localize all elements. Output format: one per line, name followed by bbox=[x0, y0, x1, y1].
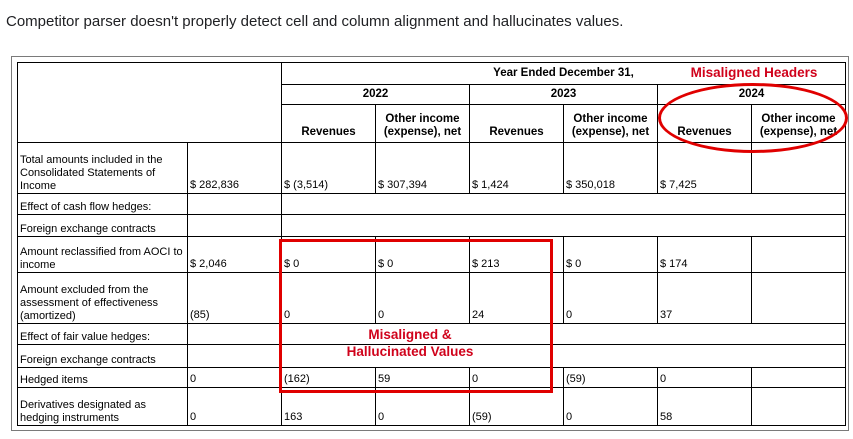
table-cell bbox=[751, 142, 846, 194]
table-cell: $ 307,394 bbox=[375, 142, 470, 194]
row-total-cell: (85) bbox=[187, 272, 282, 324]
column-header: Other income (expense), net bbox=[375, 104, 470, 143]
column-header: Revenues bbox=[657, 104, 752, 143]
table-cell: 0 bbox=[657, 367, 752, 388]
column-header: Other income (expense), net bbox=[563, 104, 658, 143]
table-cell: $ 7,425 bbox=[657, 142, 752, 194]
column-header: Revenues bbox=[281, 104, 376, 143]
table-cell: (59) bbox=[469, 387, 564, 426]
table-cell: 58 bbox=[657, 387, 752, 426]
table-cell: 0 bbox=[563, 387, 658, 426]
year-header-2023: 2023 bbox=[469, 84, 658, 105]
table-cell: $ 174 bbox=[657, 236, 752, 273]
section-span-cell bbox=[281, 214, 846, 237]
row-total-cell: $ 2,046 bbox=[187, 236, 282, 273]
table-cell: $ 0 bbox=[281, 236, 376, 273]
section-span-cell bbox=[281, 344, 846, 368]
header-corner-cell bbox=[17, 62, 282, 143]
section-span-cell bbox=[281, 193, 846, 215]
table-frame bbox=[11, 56, 849, 431]
table-cell: $ 213 bbox=[469, 236, 564, 273]
table-cell: $ 350,018 bbox=[563, 142, 658, 194]
table-cell: $ 0 bbox=[563, 236, 658, 273]
row-label: Amount excluded from the assessment of e… bbox=[17, 272, 188, 324]
row-total-cell bbox=[187, 344, 282, 368]
row-label: Amount reclassified from AOCI to income bbox=[17, 236, 188, 273]
table-cell: 0 bbox=[469, 367, 564, 388]
period-header: Year Ended December 31, bbox=[281, 62, 846, 85]
year-header-2024: 2024 bbox=[657, 84, 846, 105]
misaligned-values-label-line1: Misaligned & bbox=[368, 327, 452, 342]
row-label: Total amounts included in the Consolidat… bbox=[17, 142, 188, 194]
misaligned-headers-label: Misaligned Headers bbox=[690, 65, 818, 80]
table-cell: 163 bbox=[281, 387, 376, 426]
row-label: Effect of cash flow hedges: bbox=[17, 193, 188, 215]
table-cell: 0 bbox=[563, 272, 658, 324]
table-cell: 0 bbox=[375, 272, 470, 324]
row-total-cell: 0 bbox=[187, 387, 282, 426]
row-label: Foreign exchange contracts bbox=[17, 344, 188, 368]
row-total-cell bbox=[187, 323, 282, 345]
table-cell: 24 bbox=[469, 272, 564, 324]
table-cell: (162) bbox=[281, 367, 376, 388]
table-cell bbox=[751, 367, 846, 388]
table-cell bbox=[751, 387, 846, 426]
table-cell: $ 0 bbox=[375, 236, 470, 273]
table-cell: 37 bbox=[657, 272, 752, 324]
column-header: Other income (expense), net bbox=[751, 104, 846, 143]
table-cell: $ (3,514) bbox=[281, 142, 376, 194]
row-label: Hedged items bbox=[17, 367, 188, 388]
row-total-cell: $ 282,836 bbox=[187, 142, 282, 194]
table-cell: $ 1,424 bbox=[469, 142, 564, 194]
caption: Competitor parser doesn't properly detec… bbox=[6, 13, 624, 30]
row-total-cell: 0 bbox=[187, 367, 282, 388]
row-label: Foreign exchange contracts bbox=[17, 214, 188, 237]
year-header-2022: 2022 bbox=[281, 84, 470, 105]
row-total-cell bbox=[187, 193, 282, 215]
table-cell bbox=[751, 272, 846, 324]
row-label: Derivatives designated as hedging instru… bbox=[17, 387, 188, 426]
table-cell: 59 bbox=[375, 367, 470, 388]
table-cell: 0 bbox=[281, 272, 376, 324]
row-total-cell bbox=[187, 214, 282, 237]
misaligned-values-label-line2: Hallucinated Values bbox=[346, 344, 474, 359]
table-cell: 0 bbox=[375, 387, 470, 426]
row-label: Effect of fair value hedges: bbox=[17, 323, 188, 345]
table-cell: (59) bbox=[563, 367, 658, 388]
column-header: Revenues bbox=[469, 104, 564, 143]
table-cell bbox=[751, 236, 846, 273]
